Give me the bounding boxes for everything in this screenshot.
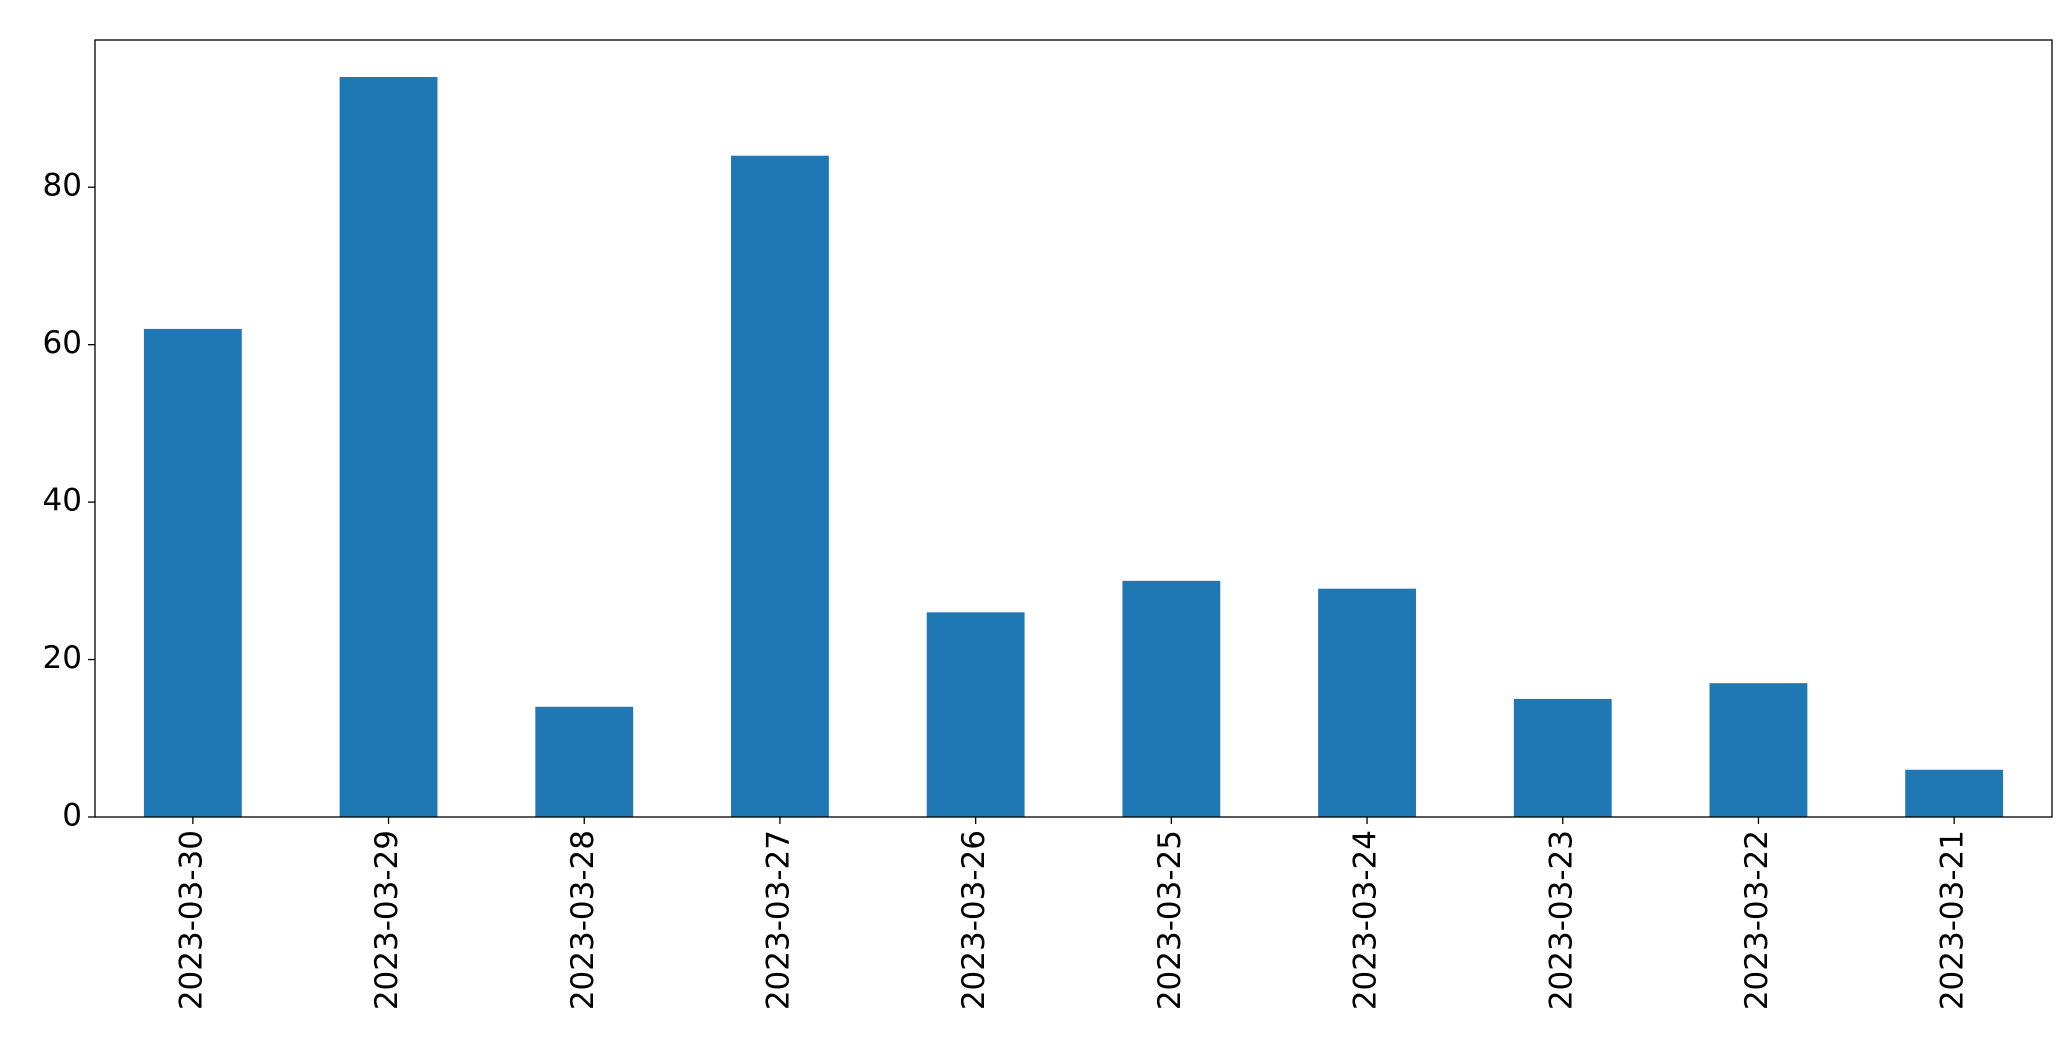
bar [143,328,242,817]
bar [926,612,1025,817]
x-tick-label: 2023-03-25 [1152,830,1188,1010]
x-tick-label: 2023-03-30 [173,830,209,1010]
x-tick-label: 2023-03-24 [1348,830,1384,1010]
x-tick-label: 2023-03-27 [760,830,796,1010]
bar [1905,769,2004,817]
x-tick-label: 2023-03-28 [565,830,601,1010]
bar [1122,580,1221,817]
bar [731,155,829,818]
bar [339,77,438,817]
bar [1318,588,1416,817]
x-tick-label: 2023-03-29 [369,830,405,1010]
plot-frame [94,39,2053,818]
x-tick-label: 2023-03-22 [1739,830,1775,1010]
x-tick-label: 2023-03-21 [1935,830,1971,1010]
y-tick-label: 40 [43,483,82,519]
bar [1709,683,1808,817]
bar [535,706,634,817]
x-tick-label: 2023-03-23 [1543,830,1579,1010]
y-tick-label: 20 [43,640,82,676]
bar [1513,698,1612,817]
y-tick-label: 60 [43,325,82,361]
y-tick-label: 80 [43,168,82,204]
x-tick-label: 2023-03-26 [956,830,992,1010]
y-tick-label: 0 [62,798,82,834]
